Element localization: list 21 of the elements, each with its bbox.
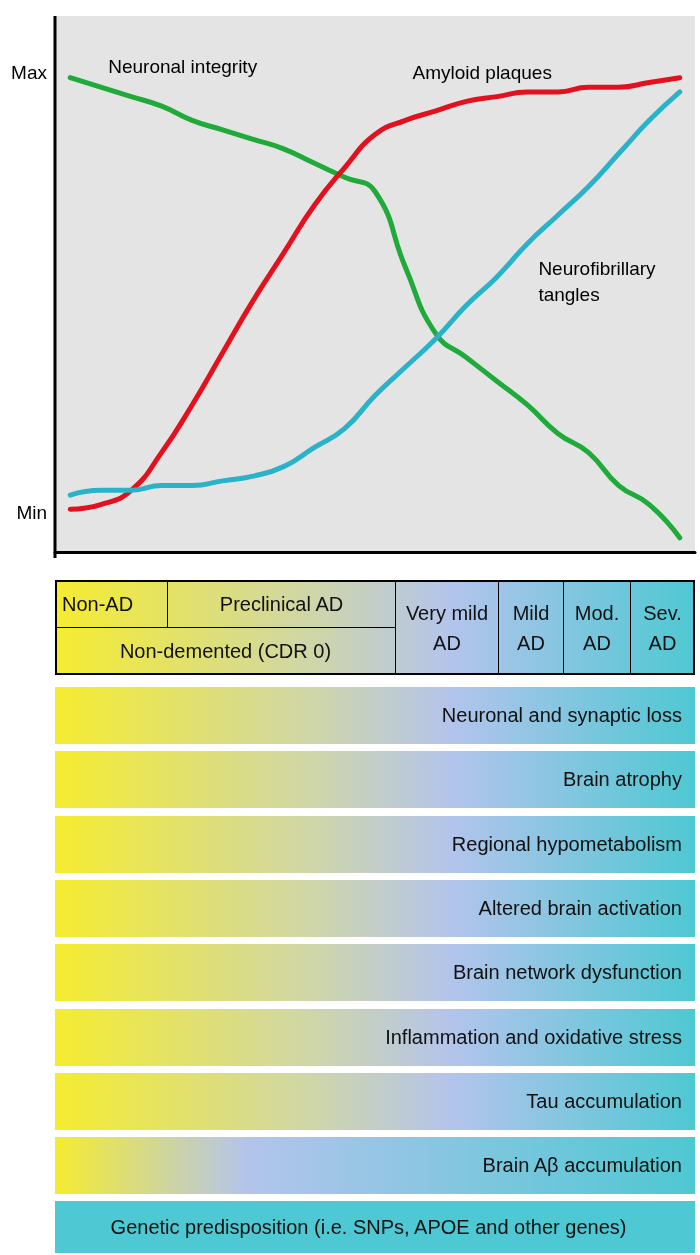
text: Brain network dysfunction: [452, 960, 682, 986]
text: Non-AD: [55, 580, 168, 628]
text: Max: [11, 61, 48, 83]
text: Neuronal and synaptic loss: [440, 703, 682, 728]
text: Sev. AD: [630, 580, 695, 675]
series-label: Amyloid plaques: [412, 61, 552, 83]
text: Mod. AD: [563, 580, 631, 675]
text: Tau accumulation: [525, 1088, 682, 1114]
text: Mild AD: [498, 580, 564, 675]
text: Non-demented (CDR 0): [55, 627, 396, 675]
series-label: Neuronal integrity: [108, 56, 258, 78]
text: Preclinical AD: [167, 580, 396, 628]
text: Min: [16, 501, 47, 523]
text: Brain Aβ accumulation: [481, 1153, 682, 1179]
text: Very mild AD: [395, 580, 499, 675]
text: Regional hypometabolism: [450, 831, 682, 857]
text: Genetic predisposition (i.e. SNPs, APOE and other genes): [109, 1214, 628, 1240]
text: Inflammation and oxidative stress: [384, 1024, 682, 1050]
text: Altered brain activation: [477, 895, 682, 921]
text: Brain atrophy: [562, 767, 682, 793]
series-label: Neurofibrillary tangles: [538, 258, 657, 306]
